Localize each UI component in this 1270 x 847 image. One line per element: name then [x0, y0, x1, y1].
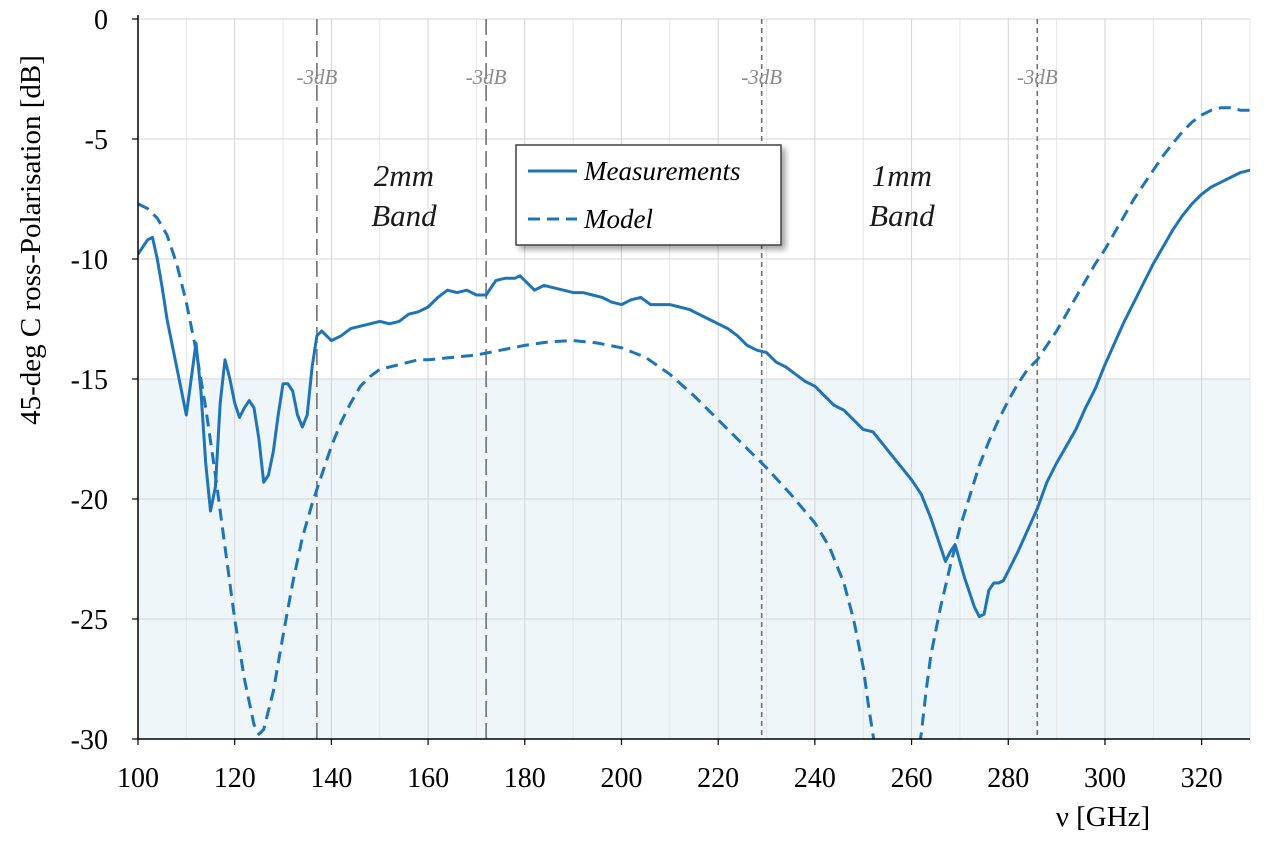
x-axis-title: ν [GHz] — [1056, 801, 1150, 833]
y-tick-label: -15 — [71, 365, 108, 396]
marker-label: -3dB — [466, 65, 507, 89]
x-tick-label: 260 — [891, 763, 933, 794]
shaded-region — [138, 379, 1250, 739]
shaded-band — [138, 379, 1250, 739]
marker-lines: -3dB -3dB -3dB -3dB — [296, 19, 1058, 739]
y-tick-label: -25 — [71, 605, 108, 636]
y-tick-label: 0 — [94, 5, 108, 36]
band-label-line: 1mm — [872, 158, 932, 193]
band-labels: 2mm Band 1mm Band — [371, 158, 935, 233]
x-tick-label: 100 — [117, 763, 159, 794]
x-tick-label: 240 — [794, 763, 836, 794]
x-tick-label: 160 — [407, 763, 449, 794]
x-tick-label: 300 — [1084, 763, 1126, 794]
legend-box — [515, 144, 782, 246]
band-label-line: Band — [371, 198, 437, 233]
marker-label: -3dB — [741, 65, 782, 89]
legend-label-measurements: Measurements — [583, 156, 740, 186]
axes — [132, 15, 1250, 745]
y-tick-label: -20 — [71, 485, 108, 516]
marker-label: -3dB — [296, 65, 337, 89]
x-tick-label: 200 — [600, 763, 642, 794]
y-tick-label: -5 — [85, 125, 108, 156]
x-tick-label: 140 — [310, 763, 352, 794]
legend: Measurements Model — [515, 144, 782, 246]
band-label-line: 2mm — [374, 158, 434, 193]
series-line-model — [138, 202, 876, 739]
tick-labels: 100 120 140 160 180 200 220 240 260 280 300 320 0 -5 -… — [71, 5, 1223, 794]
band-label: 2mm Band — [371, 158, 437, 233]
legend-label-model: Model — [583, 204, 653, 234]
band-label: 1mm Band — [869, 158, 935, 233]
x-tick-label: 220 — [697, 763, 739, 794]
y-tick-label: -10 — [71, 245, 108, 276]
x-tick-label: 120 — [214, 763, 256, 794]
series-line-model — [918, 106, 1250, 739]
x-tick-label: 320 — [1181, 763, 1223, 794]
band-label-line: Band — [869, 198, 935, 233]
x-tick-label: 280 — [987, 763, 1029, 794]
y-axis-title: 45-deg C ross-Polarisation [dB] — [15, 55, 47, 425]
y-tick-label: -30 — [71, 725, 108, 756]
marker-label: -3dB — [1017, 65, 1058, 89]
series-group — [138, 106, 1250, 739]
series-line-measurements — [138, 168, 1250, 619]
x-tick-label: 180 — [504, 763, 546, 794]
